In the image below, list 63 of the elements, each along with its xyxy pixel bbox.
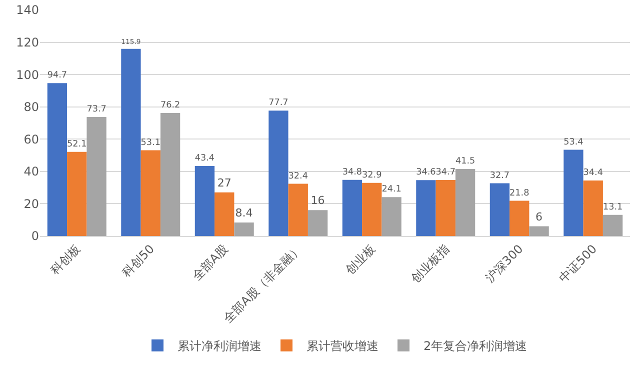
data-label: 53.4	[564, 137, 584, 148]
bar	[234, 222, 254, 236]
data-label: 73.7	[86, 104, 106, 115]
y-tick-label: 60	[24, 132, 39, 146]
bar	[308, 210, 328, 236]
bar	[268, 110, 288, 236]
y-tick-label: 120	[16, 35, 39, 50]
y-tick-label: 80	[24, 100, 39, 114]
data-label: 94.7	[47, 70, 68, 81]
bar	[490, 183, 510, 236]
data-label: 43.4	[194, 154, 215, 164]
data-label: 32.9	[362, 170, 382, 180]
data-label: 16	[310, 194, 325, 208]
data-label: 76.2	[160, 100, 180, 111]
data-label: 6	[536, 210, 543, 224]
data-label: 13.1	[602, 202, 623, 212]
y-tick-label: 140	[16, 3, 39, 18]
data-label: 32.7	[490, 170, 510, 181]
bar	[455, 169, 476, 236]
data-label: 77.7	[268, 98, 288, 108]
legend-label: 累计营收增速	[306, 339, 378, 354]
bar	[382, 197, 402, 236]
bar	[140, 150, 160, 236]
data-label: 34.8	[342, 167, 362, 178]
data-label: 52.1	[67, 139, 87, 150]
x-tick-label: 创业板指	[408, 242, 452, 286]
bar	[121, 48, 141, 236]
data-label: 41.5	[455, 156, 476, 167]
legend-label: 累计净利润增速	[178, 339, 262, 354]
data-label: 53.1	[140, 138, 160, 148]
bar	[362, 182, 382, 236]
bar	[510, 200, 530, 236]
data-label: 27	[217, 176, 232, 190]
data-label: 34.6	[416, 168, 436, 178]
bar	[583, 180, 603, 236]
bar	[416, 180, 436, 236]
y-tick-label: 100	[16, 68, 39, 82]
bar	[342, 180, 362, 236]
data-label: 34.4	[583, 168, 604, 178]
x-tick-label: 科创板	[48, 242, 84, 278]
bar	[602, 214, 623, 236]
data-label: 8.4	[235, 206, 253, 220]
data-label: 32.4	[288, 171, 308, 182]
bar	[47, 83, 68, 236]
legend-label: 2年复合净利润增速	[424, 339, 528, 354]
bar	[529, 226, 549, 236]
bar	[564, 150, 584, 236]
x-tick-label: 创业板	[342, 242, 378, 278]
data-label: 34.7	[436, 168, 456, 178]
bar	[214, 192, 234, 236]
y-tick-label: 40	[24, 164, 39, 179]
bar	[67, 152, 87, 236]
y-tick-label: 0	[31, 229, 39, 244]
bar	[86, 117, 106, 236]
x-tick-label: 全部A股	[190, 242, 231, 284]
y-tick-label: 20	[24, 196, 39, 211]
bar	[160, 112, 180, 236]
bar	[194, 166, 215, 236]
bar	[288, 184, 308, 236]
x-tick-label: 科创50	[119, 242, 157, 280]
bar	[436, 180, 456, 236]
data-label: 21.8	[510, 188, 530, 198]
data-label: 24.1	[382, 184, 402, 195]
